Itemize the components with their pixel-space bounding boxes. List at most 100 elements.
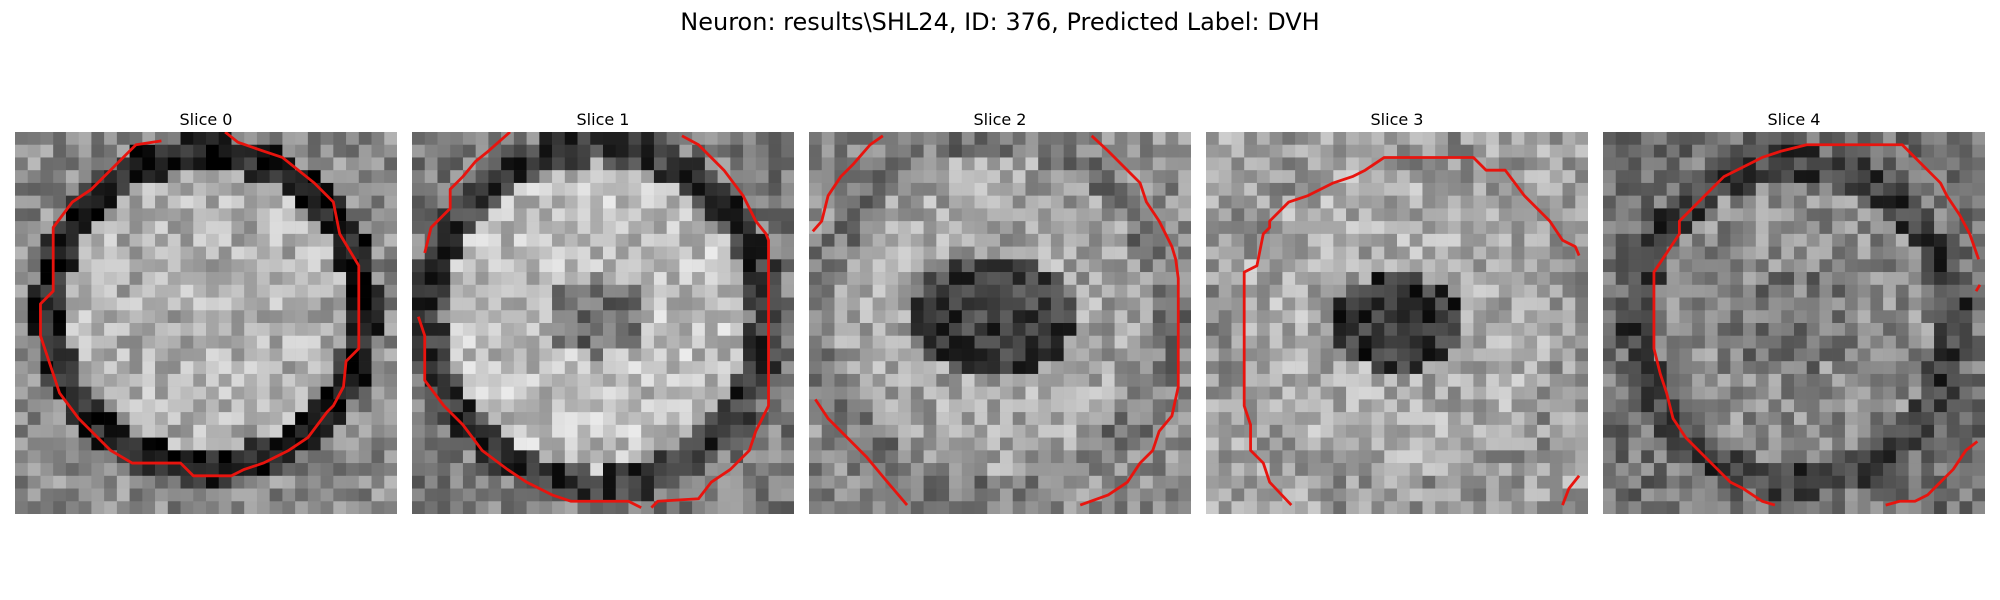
image-pixel [384, 157, 397, 171]
image-pixel [1218, 182, 1232, 196]
image-pixel [987, 132, 1001, 145]
image-pixel [1206, 297, 1219, 311]
image-pixel [1781, 412, 1795, 426]
image-pixel [1320, 157, 1334, 171]
image-pixel [628, 463, 642, 477]
image-pixel [1959, 284, 1973, 298]
image-pixel [116, 475, 130, 489]
image-pixel [295, 132, 309, 145]
image-pixel [781, 348, 794, 362]
image-pixel [256, 297, 270, 311]
image-pixel [1025, 132, 1039, 145]
image-pixel [577, 412, 591, 426]
image-pixel [1895, 335, 1909, 349]
image-pixel [167, 450, 181, 464]
image-pixel [1140, 310, 1154, 324]
image-pixel [1244, 373, 1258, 387]
image-pixel [552, 310, 566, 324]
image-pixel [552, 272, 566, 286]
image-pixel [1038, 424, 1052, 438]
image-pixel [1165, 361, 1179, 375]
image-pixel [755, 208, 769, 222]
image-pixel [1832, 233, 1846, 247]
image-pixel [1934, 272, 1948, 286]
image-pixel [743, 195, 757, 209]
image-pixel [1447, 386, 1461, 400]
slice-title: Slice 1 [576, 110, 630, 129]
image-pixel [1870, 373, 1884, 387]
image-pixel [847, 297, 861, 311]
image-pixel [256, 170, 270, 184]
image-pixel [1152, 246, 1166, 260]
image-pixel [488, 475, 502, 489]
image-pixel [1435, 323, 1449, 336]
image-pixel [1333, 182, 1347, 196]
image-pixel [704, 284, 718, 298]
image-pixel [552, 246, 566, 260]
image-pixel [1295, 233, 1309, 247]
image-pixel [53, 259, 67, 273]
image-pixel [180, 208, 194, 222]
image-pixel [961, 412, 975, 426]
image-pixel [1832, 399, 1846, 413]
image-pixel [1511, 386, 1525, 400]
image-pixel [1819, 348, 1833, 362]
image-pixel [1063, 348, 1077, 362]
image-pixel [730, 475, 744, 489]
image-pixel [1435, 310, 1449, 324]
image-pixel [809, 132, 822, 145]
image-pixel [1231, 450, 1245, 464]
image-pixel [1460, 272, 1474, 286]
image-pixel [1895, 323, 1909, 336]
image-pixel [231, 348, 245, 362]
image-pixel [961, 233, 975, 247]
image-pixel [949, 348, 963, 362]
image-pixel [910, 144, 924, 158]
image-pixel [488, 297, 502, 311]
image-pixel [577, 373, 591, 387]
image-pixel [475, 424, 489, 438]
image-pixel [1218, 361, 1232, 375]
image-pixel [1603, 246, 1616, 260]
image-pixel [1101, 132, 1115, 145]
image-pixel [307, 437, 321, 451]
image-pixel [1422, 170, 1436, 184]
image-pixel [743, 272, 757, 286]
image-pixel [27, 170, 41, 184]
image-pixel [1165, 144, 1179, 158]
image-pixel [1628, 272, 1642, 286]
image-pixel [1000, 373, 1013, 387]
image-pixel [717, 246, 731, 260]
image-pixel [1743, 170, 1757, 184]
image-pixel [1717, 144, 1731, 158]
image-pixel [1320, 144, 1334, 158]
image-pixel [1358, 361, 1372, 375]
image-pixel [1498, 221, 1512, 235]
image-pixel [717, 488, 731, 502]
image-pixel [1524, 297, 1538, 311]
image-pixel [834, 399, 848, 413]
image-pixel [475, 284, 489, 298]
image-pixel [692, 284, 706, 298]
image-pixel [577, 424, 591, 438]
image-pixel [1870, 195, 1884, 209]
image-pixel [437, 221, 451, 235]
image-pixel [104, 399, 118, 413]
image-pixel [1549, 310, 1563, 324]
image-pixel [384, 323, 397, 336]
image-pixel [142, 450, 156, 464]
image-pixel [910, 272, 924, 286]
image-pixel [155, 348, 169, 362]
image-pixel [1755, 259, 1769, 273]
image-pixel [1447, 233, 1461, 247]
image-pixel [1486, 463, 1500, 477]
image-pixel [1231, 310, 1245, 324]
image-pixel [641, 475, 655, 489]
contour-line [417, 316, 642, 509]
image-pixel [1165, 297, 1179, 311]
image-pixel [1256, 297, 1270, 311]
image-pixel [526, 310, 540, 324]
image-pixel [1089, 386, 1103, 400]
image-pixel [1244, 399, 1258, 413]
image-pixel [961, 310, 975, 324]
